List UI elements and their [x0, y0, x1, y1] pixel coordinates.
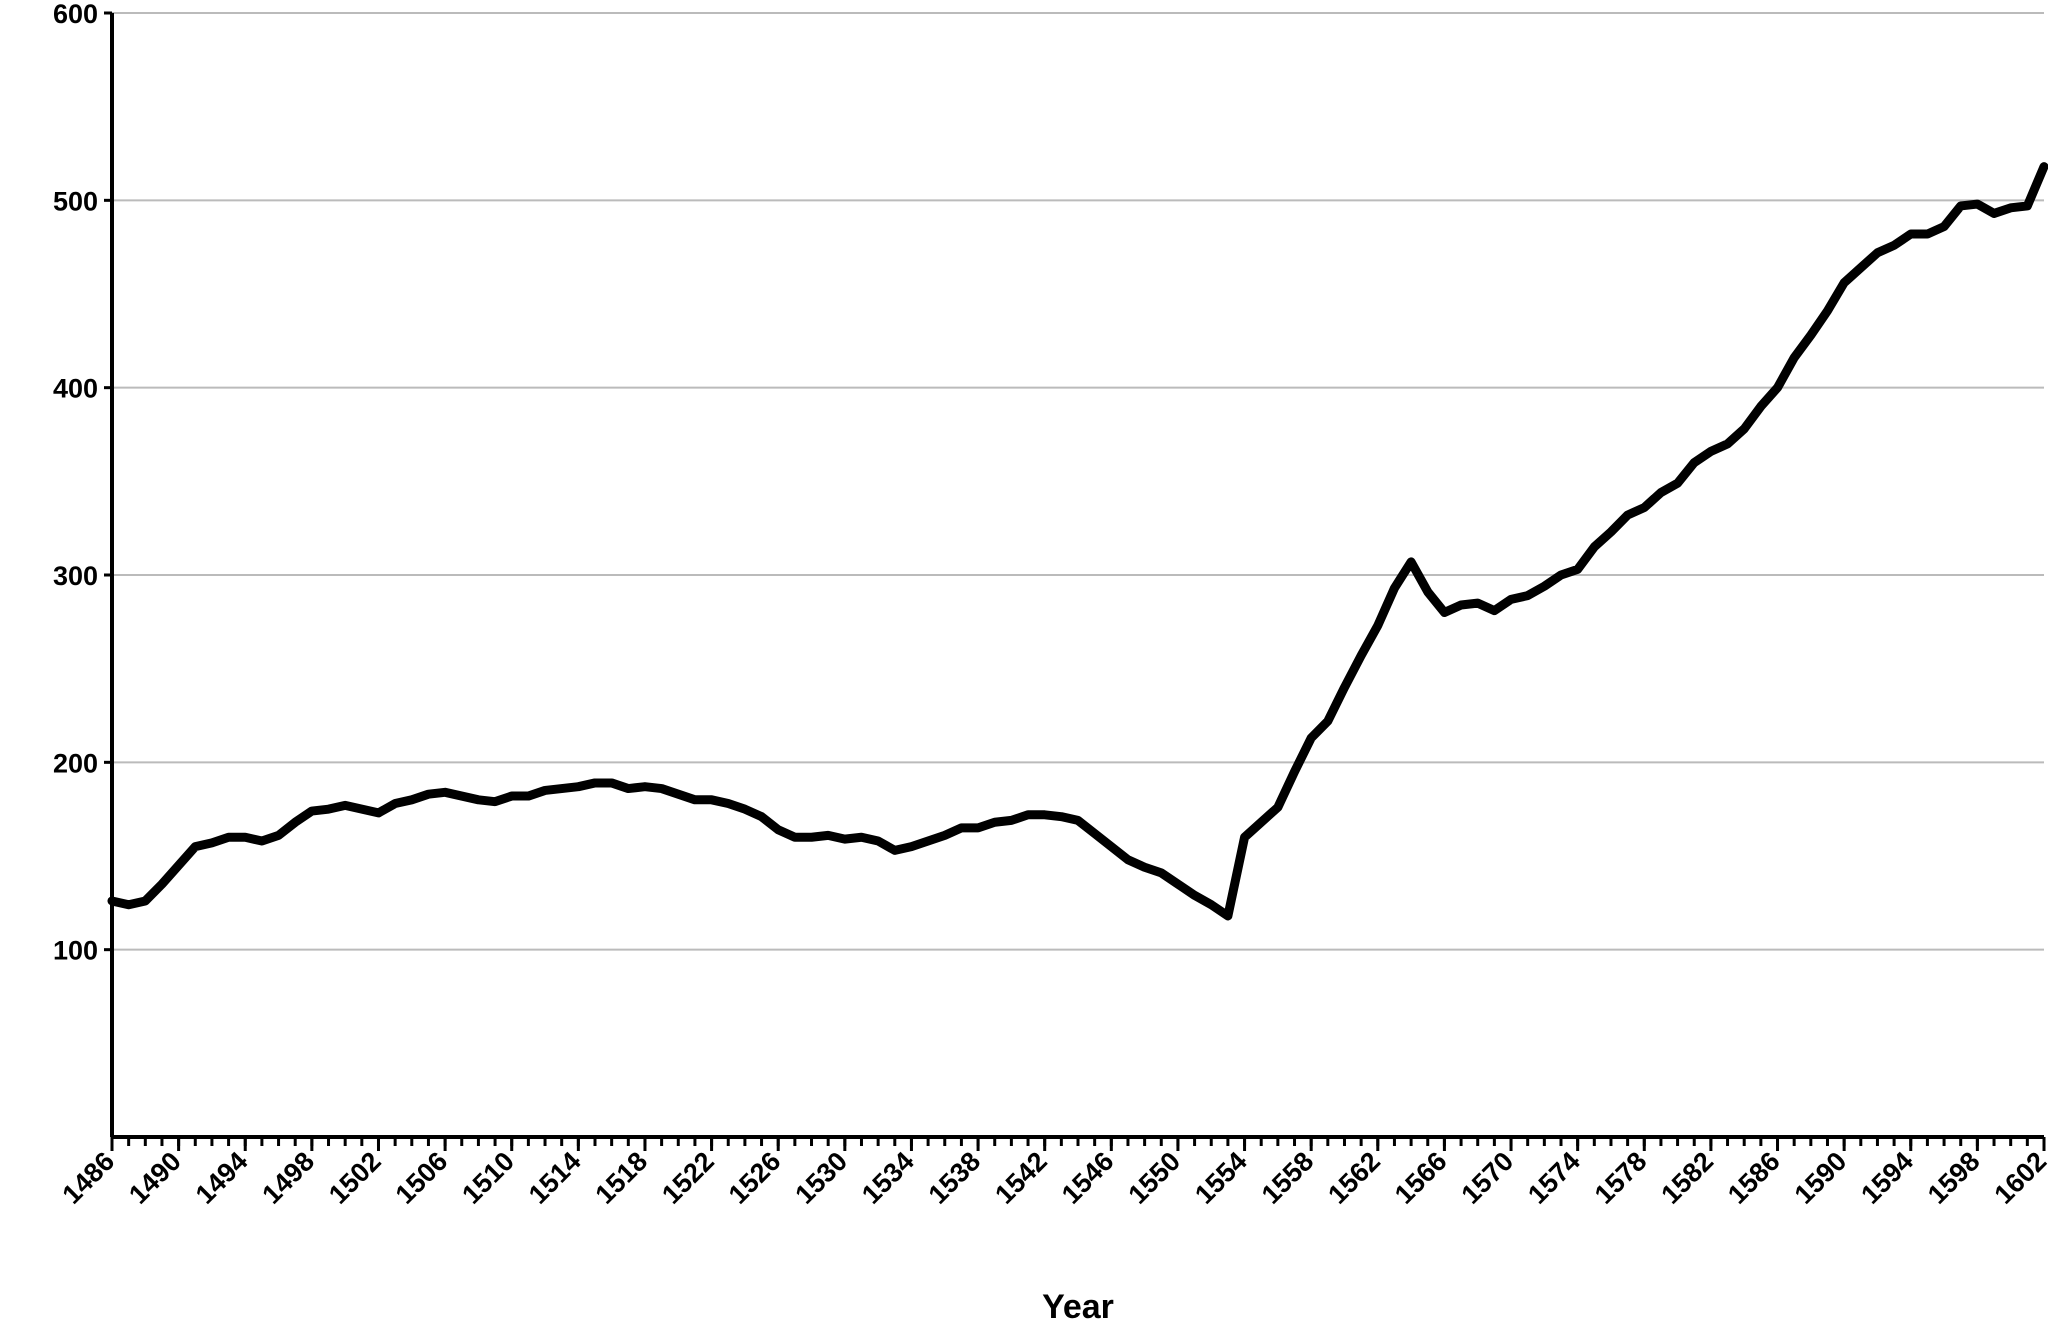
x-tick-label: 1586: [1722, 1146, 1786, 1210]
x-tick-label: 1514: [523, 1146, 587, 1210]
x-tick-label: 1518: [590, 1146, 654, 1210]
x-tick-label: 1578: [1589, 1146, 1653, 1210]
x-tick-label: 1510: [456, 1146, 520, 1210]
data-line: [107, 162, 2048, 921]
x-tick-label: 1534: [856, 1146, 920, 1210]
y-tick-label: 600: [53, 0, 98, 29]
x-tick-label: 1558: [1256, 1146, 1320, 1210]
y-tick-label: 400: [53, 374, 98, 404]
y-tick-label: 300: [53, 561, 98, 591]
x-tick-label: 1498: [256, 1146, 320, 1210]
x-tick-label: 1574: [1522, 1146, 1586, 1210]
x-tick-label: 1526: [723, 1146, 787, 1210]
x-tick-label: 1490: [123, 1146, 187, 1210]
x-tick-label: 1554: [1189, 1146, 1253, 1210]
x-tick-label: 1530: [789, 1146, 853, 1210]
y-tick-label: 200: [53, 748, 98, 778]
y-tick-label: 100: [53, 936, 98, 966]
x-tick-label: 1594: [1855, 1146, 1919, 1210]
x-axis-title: Year: [1042, 1288, 1114, 1326]
x-tick-label: 1582: [1655, 1146, 1719, 1210]
x-tick-label: 1546: [1056, 1146, 1120, 1210]
x-tick-label: 1486: [57, 1146, 121, 1210]
x-tick-label: 1494: [190, 1146, 254, 1210]
x-tick-label: 1550: [1122, 1146, 1186, 1210]
y-tick-label: 500: [53, 186, 98, 216]
x-tick-label: 1522: [656, 1146, 720, 1210]
x-tick-label: 1506: [390, 1146, 454, 1210]
x-tick-label: 1562: [1322, 1146, 1386, 1210]
x-tick-label: 1542: [989, 1146, 1053, 1210]
x-tick-label: 1566: [1389, 1146, 1453, 1210]
x-tick-label: 1590: [1789, 1146, 1853, 1210]
x-tick-label: 1502: [323, 1146, 387, 1210]
x-tick-label: 1598: [1922, 1146, 1986, 1210]
x-tick-label: 1570: [1456, 1146, 1520, 1210]
x-tick-label: 1602: [1989, 1146, 2048, 1210]
x-tick-label: 1538: [923, 1146, 987, 1210]
